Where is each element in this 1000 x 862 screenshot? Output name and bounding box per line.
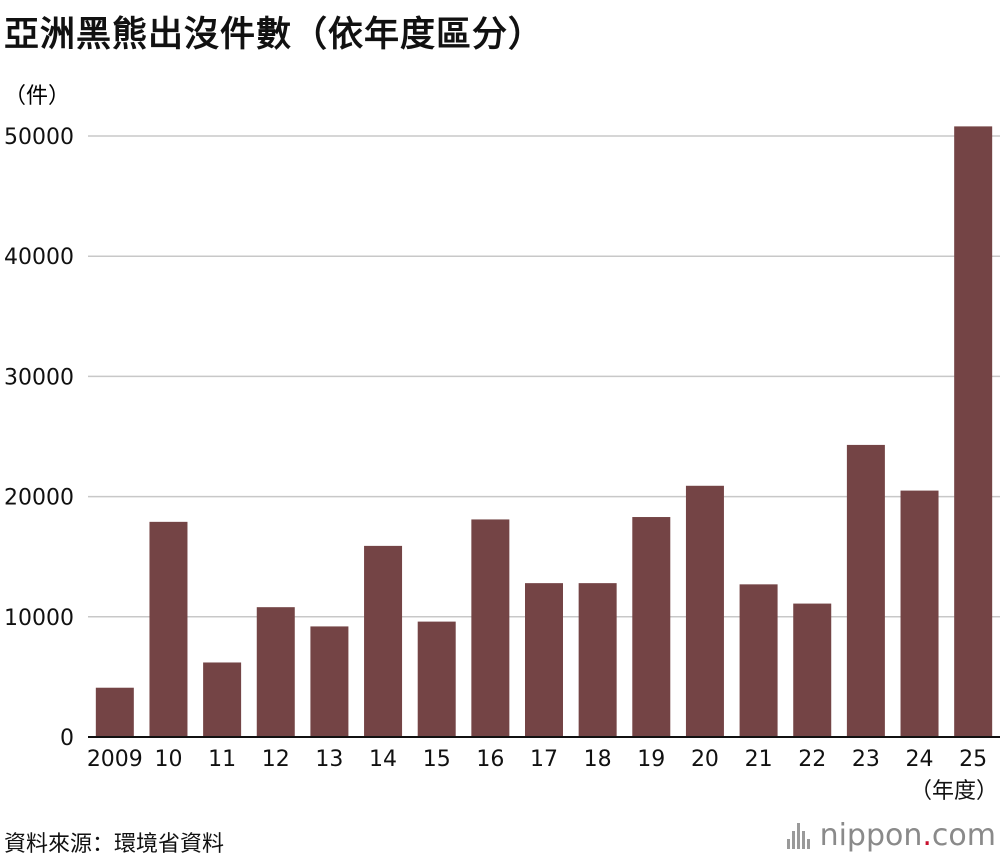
x-tick-label: 16 — [476, 747, 504, 772]
bar — [578, 583, 617, 737]
y-tick-label: 40000 — [4, 245, 74, 270]
bar — [739, 584, 778, 737]
bars — [95, 126, 993, 737]
x-tick-label: 25 — [959, 747, 987, 772]
bar — [954, 126, 993, 737]
x-tick-label: 19 — [637, 747, 665, 772]
x-tick-label: 13 — [315, 747, 343, 772]
y-tick-label: 20000 — [4, 486, 74, 511]
x-tick-label: 14 — [369, 747, 397, 772]
bar — [364, 545, 403, 737]
x-tick-label: 15 — [423, 747, 451, 772]
y-tick-label: 10000 — [4, 606, 74, 631]
x-tick-label: 11 — [208, 747, 236, 772]
bar — [95, 687, 134, 737]
x-tick-label: 2009 — [87, 747, 143, 772]
bar — [417, 621, 456, 737]
chart-title: 亞洲黑熊出沒件數（依年度區分） — [4, 15, 545, 55]
bar — [310, 626, 349, 737]
bar — [846, 444, 885, 737]
x-tick-label: 24 — [906, 747, 934, 772]
bar — [793, 603, 832, 737]
bar — [256, 607, 295, 737]
x-tick-labels: 2009 10 11 12 13 14 15 16 17 18 19 20 21 22 23 24 25 — [87, 747, 987, 772]
y-tick-labels: 0 10000 20000 30000 40000 50000 — [4, 125, 74, 751]
x-tick-label: 20 — [691, 747, 719, 772]
y-tick-label: 30000 — [4, 365, 74, 390]
x-tick-label: 12 — [262, 747, 290, 772]
x-tick-label: 22 — [798, 747, 826, 772]
x-tick-label: 17 — [530, 747, 558, 772]
source-note: 資料來源：環境省資料 — [4, 832, 225, 857]
bar — [203, 662, 242, 737]
bar — [632, 517, 671, 737]
nippon-logo-icon — [786, 822, 810, 849]
bar — [685, 485, 724, 737]
nippon-logo-text: nippon.com — [819, 818, 996, 853]
bar — [900, 490, 939, 737]
y-tick-label: 0 — [60, 726, 74, 751]
bar — [149, 521, 188, 737]
bar — [471, 519, 510, 737]
x-axis-unit-label: （年度） — [910, 779, 998, 804]
x-tick-label: 21 — [745, 747, 773, 772]
bar — [525, 583, 563, 737]
nippon-logo: nippon.com — [786, 818, 996, 853]
y-tick-label: 50000 — [4, 125, 74, 150]
x-tick-label: 23 — [852, 747, 880, 772]
y-axis-unit-label: （件） — [4, 84, 70, 109]
x-tick-label: 18 — [584, 747, 612, 772]
x-tick-label: 10 — [154, 747, 182, 772]
